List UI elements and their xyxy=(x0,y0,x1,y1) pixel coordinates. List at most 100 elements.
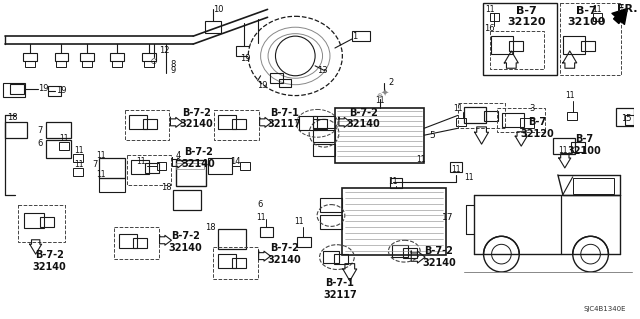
Bar xyxy=(173,190,201,210)
Text: 1: 1 xyxy=(352,32,357,41)
Bar xyxy=(567,112,577,120)
Bar xyxy=(112,61,122,67)
Bar xyxy=(18,204,65,242)
Bar xyxy=(218,229,246,249)
Bar xyxy=(127,155,172,185)
Bar xyxy=(83,61,92,67)
Bar xyxy=(320,216,342,229)
Bar xyxy=(208,158,232,174)
Bar xyxy=(250,43,266,53)
Bar xyxy=(497,108,545,132)
Bar xyxy=(74,154,83,162)
Text: 11: 11 xyxy=(74,160,84,169)
Bar xyxy=(492,36,513,54)
Bar xyxy=(580,41,595,51)
Text: ⊕: ⊕ xyxy=(376,93,383,99)
Bar xyxy=(236,46,252,56)
Bar xyxy=(218,254,236,268)
Text: 6: 6 xyxy=(257,200,262,209)
Text: 11: 11 xyxy=(453,104,463,113)
Text: 8: 8 xyxy=(171,60,176,69)
Bar xyxy=(54,53,68,61)
Bar xyxy=(313,116,335,128)
Bar xyxy=(214,110,259,140)
Bar xyxy=(99,178,125,192)
Text: B-7
32100: B-7 32100 xyxy=(568,5,606,27)
Text: 9: 9 xyxy=(171,66,176,75)
Bar xyxy=(119,234,137,248)
Bar xyxy=(334,254,348,264)
Bar xyxy=(114,227,159,259)
Bar xyxy=(10,84,24,93)
Text: 19: 19 xyxy=(241,55,251,63)
Text: 12: 12 xyxy=(159,47,170,56)
Text: 18: 18 xyxy=(7,113,17,122)
Text: SJC4B1340E: SJC4B1340E xyxy=(583,306,626,312)
Text: 18: 18 xyxy=(205,223,216,232)
Bar xyxy=(132,238,147,248)
Bar xyxy=(125,110,170,140)
Bar xyxy=(616,108,634,126)
Bar xyxy=(563,36,585,54)
Bar xyxy=(177,163,204,169)
Bar xyxy=(280,79,291,87)
Bar xyxy=(45,140,71,158)
Text: 11: 11 xyxy=(136,158,145,167)
Bar xyxy=(297,237,311,247)
Bar xyxy=(40,218,54,227)
Text: 5: 5 xyxy=(429,131,435,140)
Text: B-7-2
32140: B-7-2 32140 xyxy=(179,108,213,129)
Bar xyxy=(260,227,273,237)
Bar xyxy=(335,108,424,163)
Bar xyxy=(625,115,639,125)
Text: 11: 11 xyxy=(484,5,494,14)
Text: 11: 11 xyxy=(375,96,384,105)
Text: 4: 4 xyxy=(176,151,181,160)
Text: B-7-2
32140: B-7-2 32140 xyxy=(33,250,67,272)
Text: 3: 3 xyxy=(529,104,535,113)
Text: 11: 11 xyxy=(256,213,266,222)
Bar xyxy=(520,118,534,128)
Bar xyxy=(129,115,147,129)
Text: 14: 14 xyxy=(230,158,241,167)
Bar xyxy=(157,162,166,170)
Text: 11: 11 xyxy=(592,5,602,14)
Text: 11: 11 xyxy=(417,155,426,165)
Text: B-7-2
32140: B-7-2 32140 xyxy=(422,246,456,268)
Text: 7: 7 xyxy=(92,160,98,169)
Text: 11: 11 xyxy=(97,151,106,160)
Text: 17: 17 xyxy=(442,213,454,222)
Text: B-7-2
32140: B-7-2 32140 xyxy=(268,243,301,265)
Bar xyxy=(484,111,499,121)
Text: B-7
32100: B-7 32100 xyxy=(568,134,602,156)
Text: 6: 6 xyxy=(37,139,42,148)
Bar xyxy=(23,53,36,61)
Text: B-7-1
32117: B-7-1 32117 xyxy=(268,108,301,129)
Bar xyxy=(320,198,342,211)
Ellipse shape xyxy=(248,16,342,96)
Bar xyxy=(392,245,408,257)
Bar xyxy=(110,53,124,61)
Text: FR.: FR. xyxy=(618,4,638,14)
Text: ○: ○ xyxy=(150,58,157,64)
Bar xyxy=(560,4,621,75)
Bar xyxy=(80,53,94,61)
Bar xyxy=(352,31,370,41)
Text: 11: 11 xyxy=(294,217,304,226)
Text: 16: 16 xyxy=(484,24,495,33)
Text: B-7-2
32140: B-7-2 32140 xyxy=(168,232,202,253)
Bar xyxy=(141,53,156,61)
FancyArrowPatch shape xyxy=(612,9,627,25)
Bar xyxy=(571,142,585,152)
Bar xyxy=(145,163,159,173)
Bar xyxy=(177,160,206,186)
Text: ✦: ✦ xyxy=(380,89,388,99)
Bar xyxy=(323,251,339,263)
Bar xyxy=(573,178,614,194)
Bar xyxy=(56,61,67,67)
Text: B-7-2
32140: B-7-2 32140 xyxy=(347,108,381,129)
Bar xyxy=(509,41,524,51)
Bar xyxy=(232,258,246,268)
Text: 13: 13 xyxy=(317,66,328,75)
Bar xyxy=(205,21,221,33)
